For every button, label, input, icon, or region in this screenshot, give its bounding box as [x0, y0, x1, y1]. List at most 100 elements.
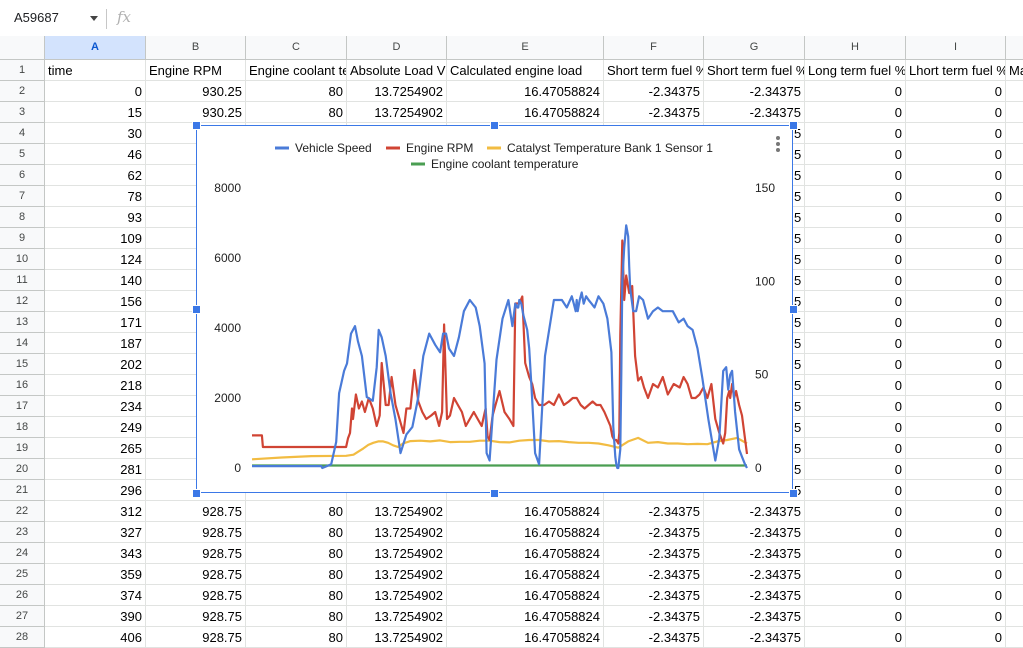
column-header-a[interactable]: A [45, 36, 146, 60]
row-header[interactable]: 7 [0, 186, 45, 207]
chart-resize-handle[interactable] [191, 488, 201, 498]
chart-resize-handle[interactable] [788, 304, 798, 314]
time-cell[interactable]: 218 [45, 375, 146, 396]
data-cell[interactable]: 80 [246, 501, 347, 522]
data-cell[interactable]: 0 [906, 438, 1006, 459]
chart-resize-handle[interactable] [490, 488, 499, 498]
row-header[interactable]: 17 [0, 396, 45, 417]
data-cell[interactable]: 5 [793, 228, 805, 249]
data-cell[interactable]: 16.47058824 [447, 606, 604, 627]
data-cell[interactable]: 5 [793, 144, 805, 165]
column-header-b[interactable]: B [146, 36, 246, 60]
data-cell[interactable]: 0 [906, 501, 1006, 522]
column-title-cell[interactable]: Short term fuel % [704, 60, 805, 81]
data-cell[interactable]: 0 [906, 291, 1006, 312]
data-cell[interactable]: 0 [805, 417, 906, 438]
data-cell[interactable]: -2.34375 [704, 627, 805, 648]
data-cell[interactable]: 5 [793, 459, 805, 480]
time-cell[interactable]: 406 [45, 627, 146, 648]
column-title-cell[interactable]: time [45, 60, 146, 81]
column-title-cell[interactable]: Ma [1006, 60, 1023, 81]
data-cell[interactable]: 0 [805, 396, 906, 417]
data-cell[interactable]: 5 [793, 333, 805, 354]
time-cell[interactable]: 281 [45, 459, 146, 480]
data-cell[interactable]: 0 [906, 144, 1006, 165]
data-cell[interactable]: 0 [805, 102, 906, 123]
column-header-extra[interactable] [1006, 36, 1023, 60]
data-cell[interactable]: 0 [805, 354, 906, 375]
data-cell[interactable] [1006, 186, 1023, 207]
data-cell[interactable] [1006, 606, 1023, 627]
time-cell[interactable]: 78 [45, 186, 146, 207]
data-cell[interactable]: 0 [805, 144, 906, 165]
data-cell[interactable]: 13.7254902 [347, 102, 447, 123]
row-header[interactable]: 20 [0, 459, 45, 480]
data-cell[interactable]: -2.34375 [604, 543, 704, 564]
time-cell[interactable]: 343 [45, 543, 146, 564]
data-cell[interactable]: 16.47058824 [447, 501, 604, 522]
time-cell[interactable]: 124 [45, 249, 146, 270]
data-cell[interactable]: 0 [805, 606, 906, 627]
row-header[interactable]: 25 [0, 564, 45, 585]
column-header-e[interactable]: E [447, 36, 604, 60]
time-cell[interactable]: 15 [45, 102, 146, 123]
select-all-corner[interactable] [0, 36, 45, 60]
data-cell[interactable] [1006, 459, 1023, 480]
data-cell[interactable]: 5 [793, 207, 805, 228]
data-cell[interactable]: 13.7254902 [347, 501, 447, 522]
data-cell[interactable]: 0 [906, 585, 1006, 606]
data-cell[interactable] [1006, 312, 1023, 333]
data-cell[interactable]: 5 [793, 312, 805, 333]
row-header[interactable]: 14 [0, 333, 45, 354]
chart-resize-handle[interactable] [788, 488, 798, 498]
time-cell[interactable]: 202 [45, 354, 146, 375]
data-cell[interactable]: 0 [805, 459, 906, 480]
data-cell[interactable]: 0 [805, 228, 906, 249]
row-header[interactable]: 18 [0, 417, 45, 438]
data-cell[interactable]: 0 [805, 627, 906, 648]
data-cell[interactable]: 0 [906, 270, 1006, 291]
data-cell[interactable]: 5 [793, 186, 805, 207]
row-header[interactable]: 4 [0, 123, 45, 144]
data-cell[interactable]: 5 [793, 165, 805, 186]
column-header-h[interactable]: H [805, 36, 906, 60]
data-cell[interactable]: 0 [906, 186, 1006, 207]
data-cell[interactable]: 5 [793, 375, 805, 396]
data-cell[interactable]: 13.7254902 [347, 585, 447, 606]
row-header[interactable]: 8 [0, 207, 45, 228]
data-cell[interactable]: 0 [906, 522, 1006, 543]
time-cell[interactable]: 234 [45, 396, 146, 417]
row-header[interactable]: 15 [0, 354, 45, 375]
data-cell[interactable]: 0 [906, 606, 1006, 627]
data-cell[interactable]: 13.7254902 [347, 522, 447, 543]
data-cell[interactable]: 0 [906, 102, 1006, 123]
chevron-down-icon[interactable] [90, 16, 98, 21]
time-cell[interactable]: 374 [45, 585, 146, 606]
time-cell[interactable]: 109 [45, 228, 146, 249]
data-cell[interactable]: 16.47058824 [447, 522, 604, 543]
row-header[interactable]: 26 [0, 585, 45, 606]
data-cell[interactable]: 5 [793, 354, 805, 375]
data-cell[interactable]: 5 [793, 480, 805, 501]
data-cell[interactable]: 5 [793, 291, 805, 312]
data-cell[interactable]: 0 [906, 564, 1006, 585]
time-cell[interactable]: 0 [45, 81, 146, 102]
column-title-cell[interactable]: Engine RPM [146, 60, 246, 81]
data-cell[interactable]: 5 [793, 417, 805, 438]
data-cell[interactable]: -2.34375 [604, 501, 704, 522]
data-cell[interactable]: 0 [906, 312, 1006, 333]
column-header-i[interactable]: I [906, 36, 1006, 60]
chart-menu-icon[interactable] [776, 134, 782, 154]
data-cell[interactable]: 16.47058824 [447, 543, 604, 564]
column-title-cell[interactable]: Short term fuel % [604, 60, 704, 81]
time-cell[interactable]: 62 [45, 165, 146, 186]
data-cell[interactable]: 0 [906, 354, 1006, 375]
data-cell[interactable]: 5 [793, 249, 805, 270]
data-cell[interactable]: 0 [906, 81, 1006, 102]
data-cell[interactable] [1006, 417, 1023, 438]
data-cell[interactable]: 5 [793, 438, 805, 459]
data-cell[interactable]: 0 [906, 396, 1006, 417]
time-cell[interactable]: 312 [45, 501, 146, 522]
data-cell[interactable]: 930.25 [146, 81, 246, 102]
data-cell[interactable]: 0 [805, 501, 906, 522]
